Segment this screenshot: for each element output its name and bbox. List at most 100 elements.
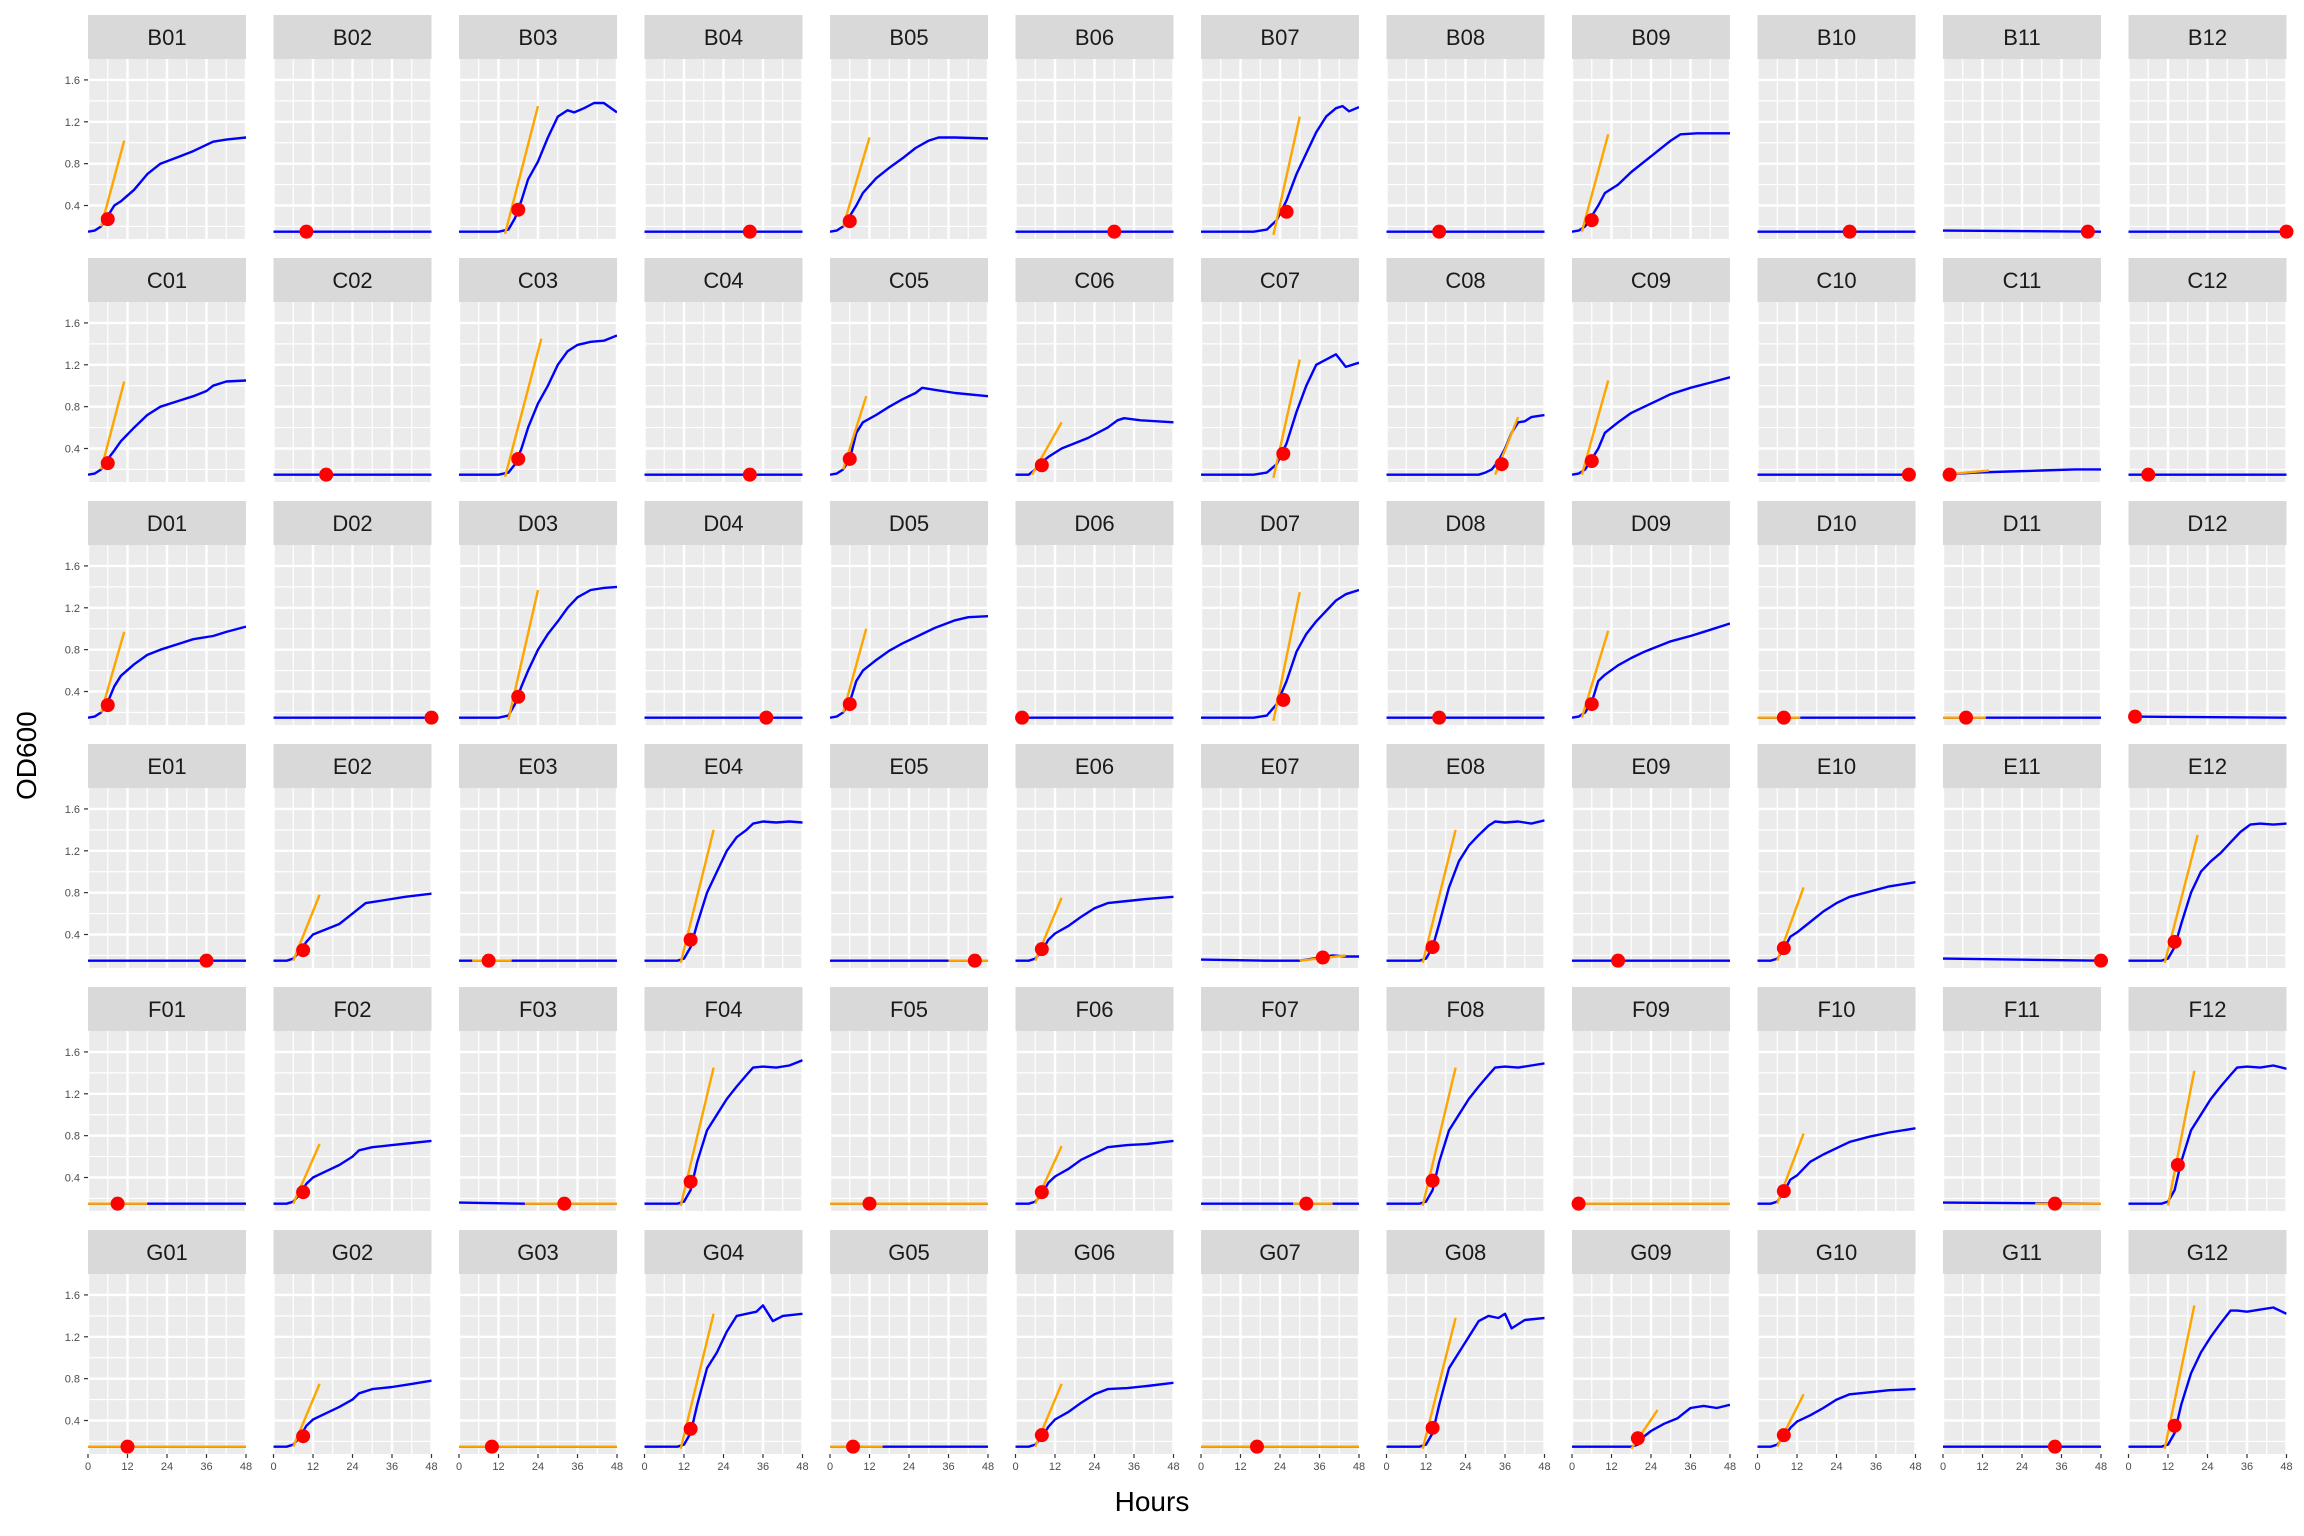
inflection-point-b10 bbox=[1842, 224, 1857, 239]
strip-label-c03: C03 bbox=[518, 268, 558, 293]
strip-d11 bbox=[1943, 501, 2101, 545]
strip-label-b12: B12 bbox=[2188, 25, 2227, 50]
strip-g07 bbox=[1201, 1230, 1359, 1274]
inflection-point-d09 bbox=[1584, 697, 1599, 712]
strip-label-b03: B03 bbox=[518, 25, 557, 50]
strip-label-d05: D05 bbox=[889, 511, 929, 536]
strip-e01 bbox=[88, 744, 246, 788]
strip-b10 bbox=[1757, 15, 1916, 59]
strip-f06 bbox=[1015, 987, 1174, 1031]
inflection-point-e02 bbox=[296, 943, 311, 958]
strip-g03 bbox=[459, 1230, 617, 1274]
strip-b07 bbox=[1201, 15, 1359, 59]
strip-label-e11: E11 bbox=[2003, 754, 2041, 779]
strip-e09 bbox=[1572, 744, 1730, 788]
inflection-point-b06 bbox=[1107, 224, 1122, 239]
strip-f08 bbox=[1386, 987, 1545, 1031]
strip-f07 bbox=[1201, 987, 1359, 1031]
inflection-point-f01 bbox=[110, 1196, 125, 1211]
strip-label-c05: C05 bbox=[889, 268, 929, 293]
inflection-point-d12 bbox=[2128, 709, 2143, 724]
inflection-point-d01 bbox=[100, 698, 115, 713]
x-tick-label: 36 bbox=[200, 1461, 212, 1473]
inflection-point-c10 bbox=[1901, 467, 1916, 482]
growth-curve-g12 bbox=[2128, 1306, 2287, 1448]
x-tick-label: 36 bbox=[1128, 1461, 1140, 1473]
x-tick-label: 24 bbox=[1459, 1461, 1471, 1473]
strip-g08 bbox=[1386, 1230, 1545, 1274]
strip-c02 bbox=[273, 258, 432, 302]
strip-label-g05: G05 bbox=[888, 1240, 930, 1265]
x-tick-label: 12 bbox=[863, 1461, 875, 1473]
y-tick-label: 0.8 bbox=[65, 645, 80, 657]
strip-c06 bbox=[1015, 258, 1174, 302]
x-tick-label: 24 bbox=[1088, 1461, 1100, 1473]
inflection-point-b09 bbox=[1584, 213, 1599, 228]
y-tick-label: 1.2 bbox=[65, 117, 80, 129]
strip-d05 bbox=[830, 501, 988, 545]
strip-d12 bbox=[2128, 501, 2287, 545]
y-tick-label: 1.2 bbox=[65, 846, 80, 858]
y-tick-label: 0.4 bbox=[65, 930, 80, 942]
inflection-point-g05 bbox=[846, 1439, 861, 1454]
strip-label-f04: F04 bbox=[705, 997, 743, 1022]
strip-d03 bbox=[459, 501, 617, 545]
strip-label-e08: E08 bbox=[1446, 754, 1485, 779]
inflection-point-e11 bbox=[2094, 953, 2108, 968]
tangent-line-c03 bbox=[503, 338, 543, 478]
strip-label-g07: G07 bbox=[1259, 1240, 1301, 1265]
tangent-line-b05 bbox=[842, 137, 871, 227]
tangent-line-c07 bbox=[1272, 359, 1301, 479]
strip-c08 bbox=[1386, 258, 1545, 302]
y-tick-label: 0.4 bbox=[65, 201, 80, 213]
inflection-point-d07 bbox=[1276, 692, 1291, 707]
strip-c01 bbox=[88, 258, 246, 302]
x-tick-label: 12 bbox=[1049, 1461, 1061, 1473]
inflection-point-f07 bbox=[1299, 1196, 1314, 1211]
strip-label-e04: E04 bbox=[704, 754, 743, 779]
strip-label-d03: D03 bbox=[518, 511, 558, 536]
inflection-point-d02 bbox=[424, 710, 439, 725]
x-tick-label: 36 bbox=[571, 1461, 583, 1473]
strip-label-d07: D07 bbox=[1260, 511, 1300, 536]
x-tick-label: 48 bbox=[1724, 1461, 1736, 1473]
inflection-point-d03 bbox=[511, 689, 526, 704]
strip-d06 bbox=[1015, 501, 1174, 545]
x-tick-label: 12 bbox=[1605, 1461, 1617, 1473]
strip-label-g06: G06 bbox=[1074, 1240, 1116, 1265]
strip-label-d04: D04 bbox=[703, 511, 743, 536]
strip-label-b04: B04 bbox=[704, 25, 743, 50]
x-tick-label: 0 bbox=[1940, 1461, 1946, 1473]
strip-f01 bbox=[88, 987, 246, 1031]
x-tick-label: 0 bbox=[1012, 1461, 1018, 1473]
strip-label-e02: E02 bbox=[333, 754, 372, 779]
strip-c10 bbox=[1757, 258, 1916, 302]
inflection-point-c08 bbox=[1494, 457, 1509, 472]
strip-label-b07: B07 bbox=[1260, 25, 1299, 50]
inflection-point-b03 bbox=[511, 202, 526, 217]
strip-label-g04: G04 bbox=[703, 1240, 745, 1265]
x-tick-label: 0 bbox=[1198, 1461, 1204, 1473]
inflection-point-e05 bbox=[967, 953, 982, 968]
x-tick-label: 36 bbox=[1684, 1461, 1696, 1473]
strip-g10 bbox=[1757, 1230, 1916, 1274]
strip-d10 bbox=[1757, 501, 1916, 545]
growth-curve-b07 bbox=[1201, 104, 1359, 233]
strip-label-d02: D02 bbox=[332, 511, 372, 536]
y-tick-label: 1.2 bbox=[65, 1089, 80, 1101]
inflection-point-g03 bbox=[484, 1439, 499, 1454]
strip-c05 bbox=[830, 258, 988, 302]
strip-b04 bbox=[644, 15, 803, 59]
strip-g12 bbox=[2128, 1230, 2287, 1274]
strip-e04 bbox=[644, 744, 803, 788]
y-tick-label: 0.8 bbox=[65, 402, 80, 414]
strip-f04 bbox=[644, 987, 803, 1031]
y-tick-label: 1.6 bbox=[65, 561, 80, 573]
x-tick-label: 12 bbox=[678, 1461, 690, 1473]
x-tick-label: 0 bbox=[1383, 1461, 1389, 1473]
x-tick-label: 0 bbox=[1754, 1461, 1760, 1473]
y-tick-label: 0.8 bbox=[65, 1374, 80, 1386]
strip-c11 bbox=[1943, 258, 2101, 302]
inflection-point-c02 bbox=[319, 467, 334, 482]
